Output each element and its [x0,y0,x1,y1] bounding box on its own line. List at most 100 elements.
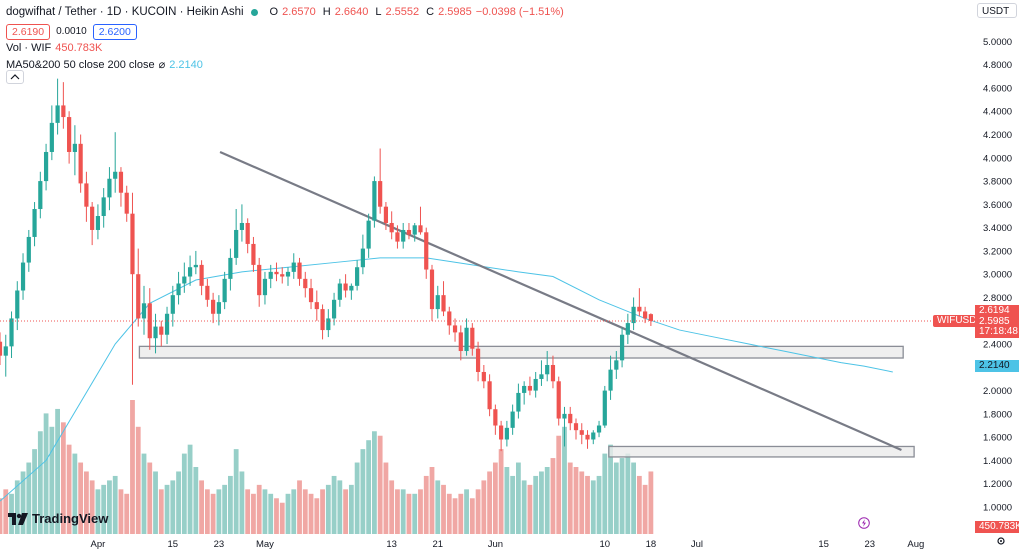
candle-body [395,232,400,242]
candle-body [245,222,250,244]
candle-body [170,295,175,314]
candle-body [452,325,458,333]
candle-body [9,318,14,347]
candle-body [205,285,210,300]
candle-body [539,374,544,379]
ma-legend-row[interactable]: MA50&200 50 close 200 close ⌀ 2.2140 [6,57,564,74]
candle-body [522,385,527,393]
sell-price-button[interactable]: 2.6190 [6,23,51,40]
candle-body [383,206,389,223]
ohlc-open-value: 2.6570 [282,6,316,18]
candle-body [447,311,452,326]
y-tick-label: 5.0000 [983,37,1012,48]
volume-legend-row[interactable]: Vol · WIF 450.783K [6,40,564,57]
x-tick-label: Aug [907,539,924,550]
support-zone [138,345,904,359]
volume-bar [210,493,216,534]
y-tick-label: 1.4000 [983,456,1012,467]
candle-body [608,369,613,391]
y-tick-label: 1.2000 [983,479,1012,490]
volume-bar [325,484,331,534]
candle-body [274,271,279,275]
price-axis: 5.0000 4.8000 4.6000 4.4000 4.2000 4.0000 3.80… [983,37,1012,514]
settings-gear-icon[interactable] [996,536,1006,546]
volume-bar [516,462,521,534]
volume-bar [3,489,9,534]
ma-price-tag: 2.2140 [975,360,1019,372]
volume-bar [464,489,469,534]
volume-bar [279,502,285,534]
volume-bar [366,440,372,534]
candle-body [49,122,54,152]
volume-bar [383,462,389,534]
lightning-icon[interactable] [858,517,870,529]
volume-bar [418,489,423,534]
volume-bar [285,493,291,534]
buy-price-button[interactable]: 2.6200 [92,23,137,40]
volume-bar [170,480,176,534]
volume-bar [302,489,308,534]
candle-body [113,171,118,179]
volume-bar [112,475,118,534]
trade-row: 2.6190 0.0010 2.6200 [6,23,564,40]
volume-bar [573,467,579,534]
high-price-tag: 2.6194 [975,305,1019,317]
candle-body [631,306,636,324]
volume-bar [412,493,418,534]
volume-bar [372,431,377,534]
volume-bar [343,489,348,534]
candle-body [568,413,573,424]
volume-bar [193,467,199,534]
candle-body [619,334,625,361]
volume-bar [320,489,325,534]
candle-body [562,413,567,419]
candle-body [118,171,124,193]
volume-bar [228,475,233,534]
candle-body [262,278,268,296]
symbol-price-tag: WIFUSDT [933,315,987,327]
volume-bar [648,471,654,534]
volume-bar [37,431,43,534]
x-tick-label: 15 [168,539,179,550]
volume-bar [602,453,608,534]
candle-body [372,181,377,221]
candle-body [297,262,302,279]
candle-body [516,392,521,412]
tradingview-logo[interactable]: TradingView [8,511,108,526]
symbol-title[interactable]: dogwifhat / Tether · 1D · KUCOIN · Heiki… [6,6,244,18]
volume-bar [118,489,124,534]
volume-bars [0,400,654,534]
x-tick-label: Apr [91,539,106,550]
volume-bar [452,498,458,534]
volume-bar [469,498,475,534]
candle-body [429,269,435,310]
x-tick-label: 23 [864,539,875,550]
candle-body [614,360,619,370]
candle-body [308,288,314,303]
candle-body [234,229,239,258]
chart-legend: dogwifhat / Tether · 1D · KUCOIN · Heiki… [6,4,564,74]
candle-body [378,181,383,207]
candle-body [326,318,331,331]
candle-body [291,262,296,272]
candle-body [366,220,371,249]
y-tick-label: 4.4000 [983,107,1012,118]
volume-bar [550,458,556,534]
candle-body [406,229,412,235]
candle-body [470,327,475,349]
candle-body [251,243,256,265]
volume-bar [613,462,619,534]
collapse-legend-button[interactable] [6,70,24,84]
currency-selector[interactable]: USDT [977,3,1017,18]
volume-bar [406,493,412,534]
ma-separator: ⌀ [158,59,166,71]
volume-bar [84,471,89,534]
candle-body [222,278,227,303]
volume-bar [400,489,406,534]
candle-body [95,216,101,230]
volume-bar [256,484,262,534]
candle-body [72,143,77,152]
volume-bar [510,475,516,534]
volume-bar [562,426,567,534]
